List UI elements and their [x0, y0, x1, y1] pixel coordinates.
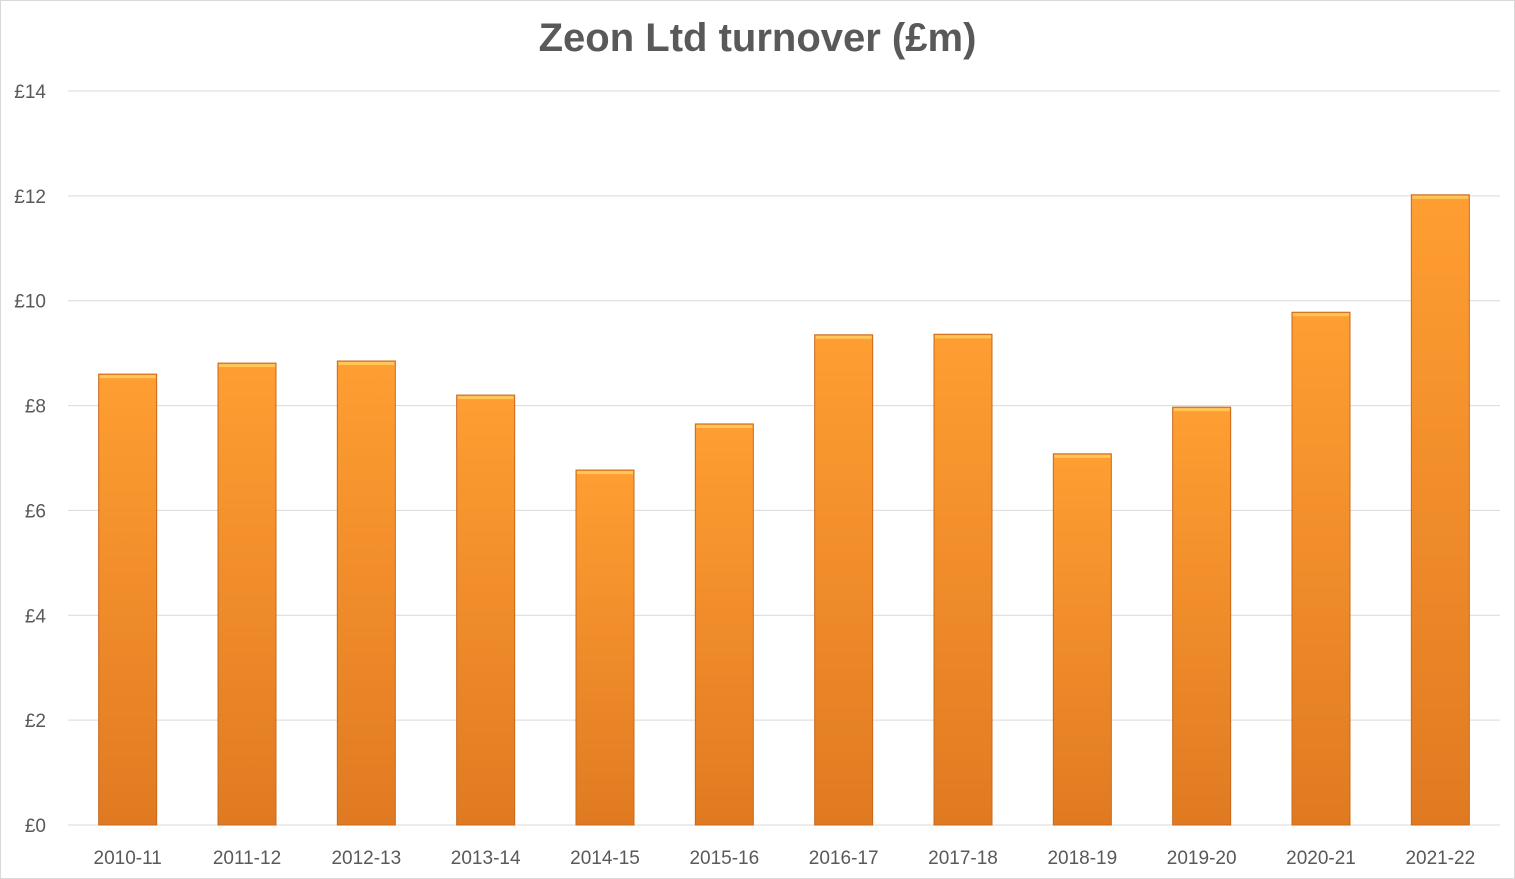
- x-tick-label: 2021-22: [1405, 848, 1475, 869]
- bar-highlight: [696, 424, 753, 428]
- bar-highlight: [1054, 454, 1111, 458]
- x-tick-label: 2010-11: [94, 848, 162, 869]
- bar: [1291, 311, 1351, 826]
- x-tick-label: 2016-17: [809, 848, 879, 869]
- bar: [1410, 194, 1470, 826]
- bar: [933, 333, 993, 826]
- y-tick-label: £8: [25, 397, 46, 418]
- bar-highlight: [1412, 195, 1469, 199]
- bar: [217, 362, 277, 826]
- x-tick-label: 2020-21: [1286, 848, 1356, 869]
- bar-highlight: [338, 362, 395, 366]
- bar-highlight: [815, 335, 872, 339]
- x-tick-label: 2014-15: [570, 848, 640, 869]
- x-tick-label: 2018-19: [1047, 848, 1117, 869]
- x-tick-label: 2013-14: [451, 848, 521, 869]
- y-tick-label: £0: [25, 816, 46, 837]
- y-tick-label: £12: [14, 187, 46, 208]
- x-tick-label: 2015-16: [689, 848, 759, 869]
- bar-highlight: [99, 375, 156, 379]
- bar: [814, 334, 874, 826]
- x-tick-label: 2011-12: [213, 848, 281, 869]
- bar-highlight: [1293, 313, 1349, 317]
- bar: [575, 469, 635, 826]
- bar: [336, 360, 396, 826]
- y-tick-label: £4: [25, 606, 47, 627]
- bar: [1172, 406, 1232, 826]
- y-tick-label: £14: [14, 82, 46, 103]
- x-tick-label: 2019-20: [1167, 848, 1237, 869]
- bar-highlight: [1173, 408, 1230, 412]
- bar-highlight: [577, 471, 633, 475]
- chart-title: Zeon Ltd turnover (£m): [538, 16, 977, 60]
- bar-highlight: [219, 364, 275, 368]
- x-tick-label: 2012-13: [331, 848, 401, 869]
- bar-highlight: [935, 335, 991, 339]
- bar: [1052, 453, 1112, 826]
- y-tick-label: £6: [25, 501, 46, 522]
- y-tick-label: £10: [14, 292, 46, 313]
- bar: [456, 394, 516, 826]
- bar-highlight: [457, 396, 514, 400]
- y-tick-label: £2: [25, 711, 46, 732]
- bar: [98, 373, 158, 826]
- x-tick-label: 2017-18: [928, 848, 998, 869]
- bar: [694, 423, 754, 826]
